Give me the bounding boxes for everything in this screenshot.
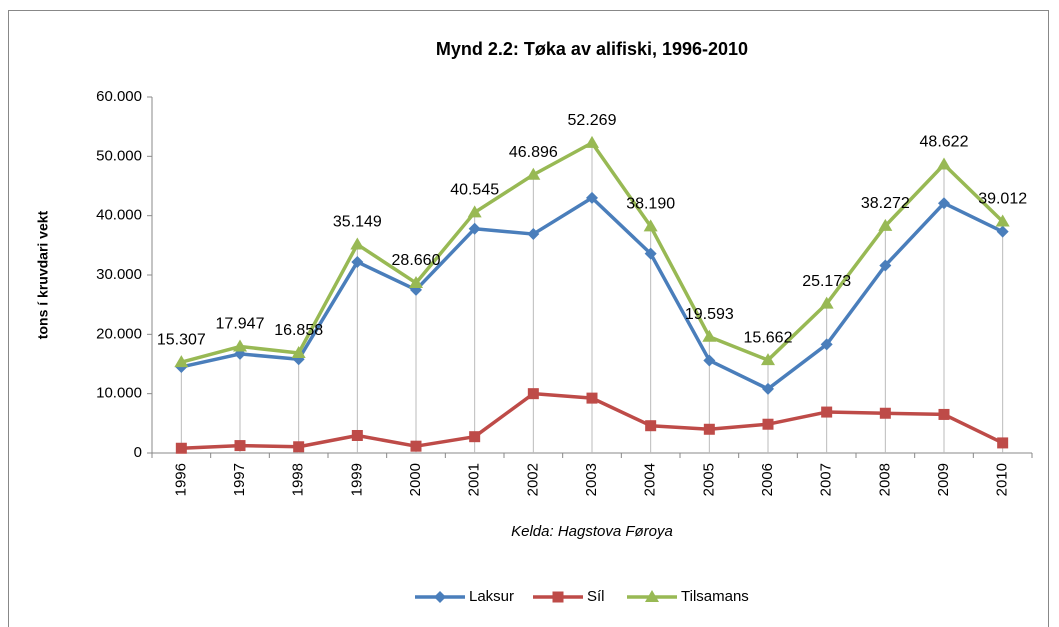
data-label: 15.307 bbox=[157, 331, 206, 348]
data-label: 19.593 bbox=[685, 306, 734, 323]
source-note: Kelda: Hagstova Føroya bbox=[511, 523, 673, 540]
point bbox=[291, 345, 306, 358]
x-tick-label: 2010 bbox=[994, 463, 1011, 496]
point bbox=[878, 218, 893, 231]
point bbox=[410, 440, 422, 452]
x-tick-label: 1999 bbox=[348, 463, 365, 496]
x-tick-label: 2006 bbox=[759, 463, 776, 496]
data-label: 39.012 bbox=[978, 191, 1027, 208]
point bbox=[527, 388, 539, 400]
y-tick-label: 10.000 bbox=[96, 385, 142, 402]
point bbox=[585, 135, 599, 148]
legend-marker bbox=[434, 591, 446, 603]
point bbox=[586, 392, 598, 404]
data-label: 17.947 bbox=[216, 316, 265, 333]
x-tick-label: 1998 bbox=[290, 463, 307, 496]
data-label: 35.149 bbox=[333, 214, 382, 231]
data-label: 28.660 bbox=[392, 252, 441, 269]
point bbox=[703, 354, 716, 367]
point bbox=[293, 441, 305, 453]
point bbox=[702, 329, 717, 342]
x-tick-label: 1996 bbox=[172, 463, 189, 496]
legend-label: Síl bbox=[587, 588, 605, 605]
point bbox=[174, 355, 189, 368]
y-tick-label: 0 bbox=[134, 444, 142, 461]
x-tick-label: 2004 bbox=[642, 463, 659, 496]
point bbox=[467, 205, 482, 218]
legend-label: Tilsamans bbox=[681, 588, 749, 605]
point bbox=[643, 219, 658, 232]
chart-frame bbox=[8, 10, 1049, 627]
point bbox=[761, 353, 775, 366]
point bbox=[819, 296, 834, 309]
x-tick-label: 2002 bbox=[524, 463, 541, 496]
data-label: 15.662 bbox=[744, 329, 793, 346]
point bbox=[703, 423, 715, 435]
point bbox=[468, 222, 481, 235]
data-label: 46.896 bbox=[509, 144, 558, 161]
x-tick-label: 2000 bbox=[407, 463, 424, 496]
legend-label: Laksur bbox=[469, 588, 514, 605]
point bbox=[821, 406, 833, 418]
y-tick-label: 60.000 bbox=[96, 88, 142, 105]
y-axis-label: tons í kruvdari vekt bbox=[35, 210, 51, 339]
x-tick-label: 2009 bbox=[935, 463, 952, 496]
data-label: 25.173 bbox=[802, 273, 851, 290]
point bbox=[996, 225, 1009, 238]
x-tick-label: 2008 bbox=[876, 463, 893, 496]
point bbox=[644, 247, 657, 260]
data-label: 16.858 bbox=[274, 322, 323, 339]
y-tick-label: 30.000 bbox=[96, 266, 142, 283]
point bbox=[586, 191, 598, 204]
x-tick-label: 2003 bbox=[583, 463, 600, 496]
point bbox=[175, 442, 187, 454]
point bbox=[762, 382, 774, 395]
data-label: 40.545 bbox=[450, 182, 499, 199]
x-tick-label: 1997 bbox=[231, 463, 248, 496]
point bbox=[351, 255, 364, 268]
chart-title: Mynd 2.2: Tøka av alifiski, 1996-2010 bbox=[436, 39, 748, 59]
y-tick-label: 50.000 bbox=[96, 147, 142, 164]
point bbox=[879, 407, 891, 419]
point bbox=[645, 420, 657, 432]
point bbox=[997, 437, 1009, 449]
data-label: 48.622 bbox=[920, 134, 969, 151]
x-tick-label: 2001 bbox=[466, 463, 483, 496]
point bbox=[351, 429, 363, 441]
point bbox=[762, 418, 774, 430]
x-tick-label: 2007 bbox=[818, 463, 835, 496]
point bbox=[995, 214, 1010, 227]
data-label: 52.269 bbox=[568, 112, 617, 129]
legend-marker bbox=[552, 591, 564, 603]
point bbox=[879, 259, 892, 272]
data-label: 38.190 bbox=[626, 196, 675, 213]
y-tick-label: 40.000 bbox=[96, 207, 142, 224]
point bbox=[350, 237, 365, 250]
point bbox=[469, 431, 481, 443]
point bbox=[526, 167, 541, 180]
point bbox=[233, 339, 247, 352]
x-tick-label: 2005 bbox=[700, 463, 717, 496]
point bbox=[938, 197, 950, 210]
legend-marker bbox=[645, 590, 659, 602]
data-label: 38.272 bbox=[861, 195, 910, 212]
point bbox=[820, 338, 833, 351]
point bbox=[409, 275, 423, 288]
point bbox=[938, 408, 950, 420]
point bbox=[234, 440, 246, 452]
point bbox=[527, 228, 540, 241]
point bbox=[937, 157, 951, 170]
y-tick-label: 20.000 bbox=[96, 325, 142, 342]
